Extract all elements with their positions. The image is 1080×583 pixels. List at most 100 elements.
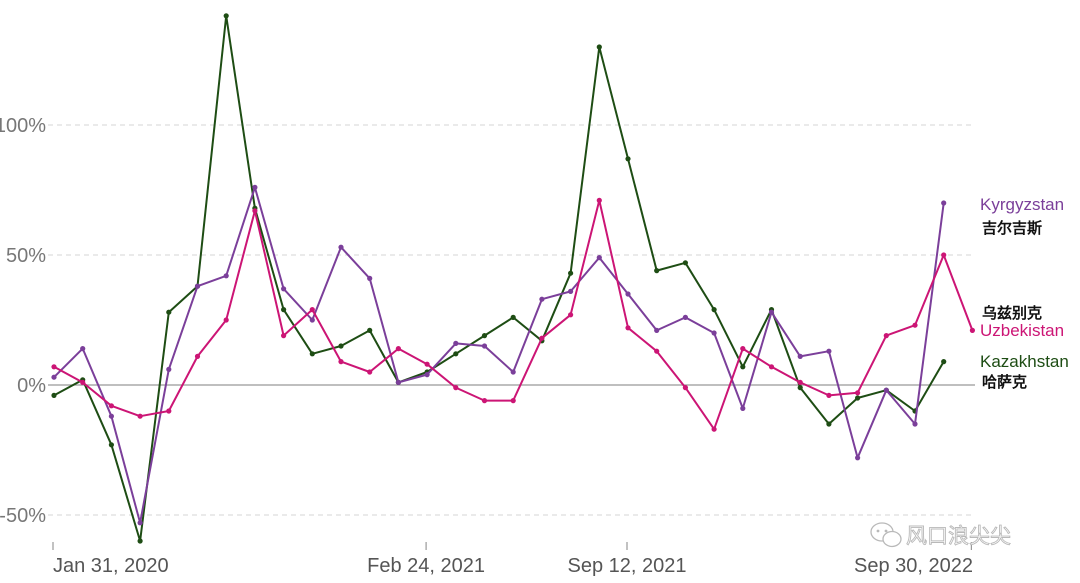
y-tick-label: 0%: [17, 375, 46, 397]
data-point: [883, 387, 889, 393]
data-point: [51, 374, 57, 380]
data-point: [481, 343, 488, 349]
series-label-kyrgyzstan: Kyrgyzstan: [980, 195, 1064, 214]
data-point: [682, 385, 689, 391]
x-tick-label: Feb 24, 2021: [367, 555, 485, 577]
data-point: [740, 405, 746, 411]
data-point: [166, 309, 172, 315]
data-point: [223, 317, 229, 323]
series-lines: [51, 13, 976, 544]
data-point: [941, 359, 947, 365]
y-tick-label: 100%: [0, 115, 46, 137]
data-point: [768, 364, 775, 370]
x-axis: Jan 31, 2020 Feb 24, 2021 Sep 12, 2021 Sep …: [52, 542, 973, 577]
data-point: [481, 398, 488, 404]
series-line: [53, 199, 974, 431]
data-point: [510, 369, 516, 375]
y-tick-label: -50%: [0, 505, 46, 527]
data-point: [625, 291, 631, 297]
data-point: [654, 327, 660, 333]
data-point: [309, 317, 315, 323]
data-point: [797, 353, 803, 359]
data-point: [855, 395, 861, 401]
data-point: [711, 426, 717, 432]
data-point: [108, 403, 114, 409]
data-point: [223, 273, 229, 279]
data-point: [912, 421, 918, 427]
data-point: [51, 364, 57, 370]
series-label-cn-kazakhstan: 哈萨克: [982, 373, 1027, 391]
wechat-icon: [870, 522, 902, 548]
data-point: [166, 366, 172, 372]
grid-lines: [48, 124, 975, 516]
series-label-cn-uzbekistan: 乌兹别克: [982, 304, 1042, 322]
x-tick-label: Jan 31, 2020: [53, 555, 169, 577]
data-point: [395, 379, 401, 385]
data-point: [424, 361, 430, 367]
data-point: [137, 520, 143, 526]
data-point: [768, 309, 775, 315]
series-label-uzbekistan: Uzbekistan: [980, 321, 1064, 340]
data-point: [395, 346, 401, 352]
series-label-kazakhstan: Kazakhstan: [980, 352, 1069, 371]
y-tick-label: 50%: [6, 245, 46, 267]
data-point: [596, 197, 602, 203]
watermark-text: 风口浪尖尖: [906, 524, 1011, 548]
data-point: [309, 351, 315, 357]
data-point: [539, 335, 545, 341]
data-point: [568, 270, 574, 276]
data-point: [568, 288, 574, 294]
data-point: [539, 296, 545, 302]
data-point: [510, 398, 516, 404]
data-point: [481, 333, 488, 339]
data-point: [424, 372, 430, 378]
data-point: [338, 343, 344, 349]
data-point: [194, 353, 201, 359]
series-line: [53, 186, 945, 524]
data-point: [855, 390, 861, 396]
data-point: [80, 346, 86, 352]
data-point: [367, 327, 373, 333]
data-point: [883, 333, 889, 339]
data-point: [941, 252, 947, 258]
data-point: [596, 255, 602, 261]
data-point: [367, 275, 373, 281]
data-point: [281, 333, 287, 339]
data-point: [740, 346, 746, 352]
data-point: [596, 44, 602, 50]
data-point: [654, 268, 660, 274]
data-point: [51, 392, 57, 398]
data-point: [740, 364, 746, 370]
data-point: [826, 392, 832, 398]
data-point: [309, 307, 315, 313]
watermark: 风口浪尖尖: [870, 522, 1011, 548]
data-point: [338, 244, 344, 250]
data-point: [367, 369, 373, 375]
data-point: [711, 330, 717, 336]
data-point: [137, 413, 143, 419]
series-line: [53, 14, 945, 542]
data-point: [969, 327, 976, 333]
data-point: [826, 348, 832, 354]
data-point: [568, 312, 574, 318]
x-tick-label: Sep 12, 2021: [568, 555, 687, 577]
data-point: [252, 184, 258, 190]
data-point: [80, 379, 86, 385]
data-point: [166, 408, 172, 414]
data-point: [941, 200, 947, 206]
data-point: [338, 359, 344, 365]
series-uzbekistan: [51, 197, 976, 432]
data-point: [625, 156, 631, 162]
data-point: [281, 286, 287, 292]
data-point: [826, 421, 832, 427]
data-point: [654, 348, 660, 354]
data-point: [108, 413, 114, 419]
x-tick-label: Sep 30, 2022: [854, 555, 973, 577]
data-point: [137, 538, 143, 544]
data-point: [797, 385, 803, 391]
data-point: [453, 351, 459, 357]
data-point: [108, 442, 114, 448]
data-point: [912, 322, 918, 328]
y-axis: -50% 0% 50% 100%: [0, 115, 46, 527]
